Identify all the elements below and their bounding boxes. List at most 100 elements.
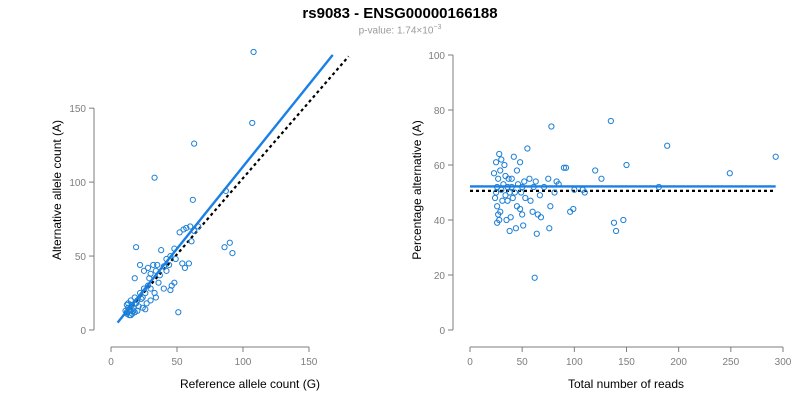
data-point (592, 167, 599, 174)
x-tick-label: 150 (618, 357, 635, 368)
data-point (772, 153, 779, 160)
data-point (498, 186, 505, 193)
x-tick-label: 100 (566, 357, 583, 368)
x-tick-label: 100 (235, 357, 252, 368)
data-point (519, 211, 526, 218)
data-point (623, 161, 630, 169)
data-point (726, 170, 733, 177)
data-point (548, 123, 555, 130)
data-point (533, 230, 540, 237)
data-point (502, 192, 509, 199)
data-point (607, 117, 614, 125)
data-point (555, 181, 562, 188)
data-point (140, 267, 148, 274)
data-point (188, 238, 195, 245)
data-point (156, 272, 163, 279)
data-point (136, 289, 144, 297)
x-tick-label: 300 (775, 357, 792, 368)
data-point (508, 175, 515, 182)
x-axis-label-total-reads: Total number of reads (568, 377, 684, 391)
data-point (154, 261, 161, 269)
data-point (150, 261, 157, 269)
data-point (504, 183, 511, 191)
data-point (181, 264, 189, 271)
data-point (537, 214, 545, 221)
data-point (655, 183, 662, 191)
data-point (189, 196, 196, 203)
data-point (503, 216, 510, 224)
data-point (547, 203, 554, 210)
y-tick-label: 0 (439, 326, 445, 337)
data-point (158, 247, 165, 254)
data-point (191, 140, 198, 147)
data-point (160, 285, 167, 292)
data-point (191, 227, 198, 235)
data-point (152, 294, 159, 301)
data-point (499, 197, 506, 204)
data-point (507, 214, 514, 221)
data-point (123, 301, 130, 308)
data-point (147, 297, 154, 304)
data-point (532, 178, 539, 185)
data-point (229, 249, 236, 257)
chart-title: rs9083 - ENSG00000166188 (302, 5, 498, 22)
data-point (598, 175, 605, 182)
data-point (504, 197, 511, 204)
data-point (518, 189, 525, 196)
data-point (664, 142, 671, 149)
x-tick-label: 0 (108, 357, 114, 368)
data-point (516, 205, 524, 213)
data-point (512, 225, 520, 232)
p-value-subtitle: p-value: 1.74×10−3 (0, 24, 800, 36)
data-point (521, 178, 528, 185)
data-point (501, 161, 508, 169)
data-point (530, 183, 537, 191)
data-point (612, 227, 620, 235)
data-point (522, 194, 529, 202)
data-point (179, 260, 186, 267)
data-point (130, 307, 137, 314)
data-point (183, 224, 190, 232)
data-point (195, 223, 202, 230)
y-tick-label: 60 (434, 161, 446, 172)
data-point (146, 275, 153, 282)
data-point (531, 274, 538, 281)
data-point (546, 225, 553, 232)
data-point (526, 175, 533, 182)
data-point (551, 189, 558, 196)
data-point (185, 260, 192, 267)
data-point (155, 279, 162, 286)
data-point (529, 208, 536, 215)
data-point (172, 255, 179, 263)
data-point (152, 267, 159, 274)
data-point (151, 174, 158, 181)
data-point (147, 285, 154, 292)
data-point (139, 294, 146, 301)
y-tick-label: 150 (69, 104, 86, 115)
y-tick-label: 80 (434, 106, 446, 117)
p-value-text: p-value: 1.74×10 (358, 25, 434, 37)
data-point (167, 252, 174, 260)
data-point (160, 263, 167, 270)
data-point (506, 227, 513, 235)
data-point (491, 194, 499, 202)
data-point (250, 48, 257, 56)
data-point (127, 312, 134, 319)
data-point (620, 216, 627, 224)
data-point (514, 181, 522, 188)
y-tick-label: 0 (80, 326, 86, 337)
allele-count-scatter-panel: Reference allele count (G) Alternative a… (50, 48, 350, 391)
data-point (506, 189, 513, 196)
y-axis-label-percentage-alternative: Percentage alternative (A) (410, 120, 424, 259)
data-point (502, 172, 509, 180)
data-point (509, 194, 516, 202)
y-tick-label: 100 (428, 51, 445, 62)
data-point (567, 208, 574, 215)
x-tick-label: 50 (517, 357, 529, 368)
data-point (540, 183, 548, 191)
data-point (610, 219, 618, 226)
data-point (571, 186, 578, 193)
data-point (494, 219, 501, 226)
percentage-alternative-scatter-panel: Total number of reads Percentage alterna… (410, 51, 792, 391)
data-point (520, 222, 527, 229)
